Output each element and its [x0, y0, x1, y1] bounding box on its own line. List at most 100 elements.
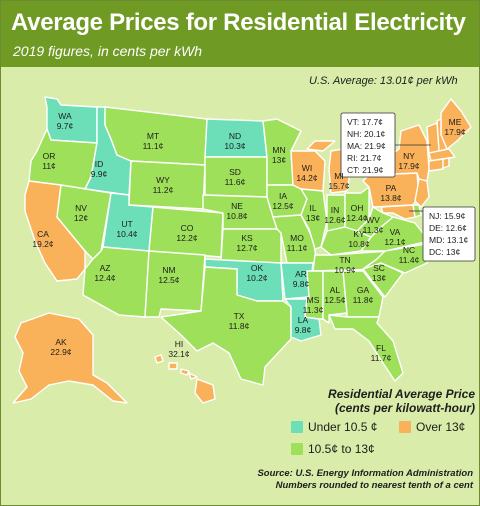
- state-abbr-nd: ND: [229, 131, 241, 141]
- state-abbr-wv: WV: [366, 215, 380, 225]
- state-abbr-nc: NC: [403, 245, 415, 255]
- state-price-il: 13¢: [306, 213, 320, 223]
- state-abbr-co: CO: [181, 223, 194, 233]
- state-price-tx: 11.8¢: [229, 321, 250, 331]
- legend-title-line1: Residential Average Price: [328, 387, 475, 401]
- state-abbr-in: IN: [331, 205, 340, 215]
- legend-mid: 10.5¢ to 13¢: [291, 442, 375, 456]
- state-price-wa: 9.7¢: [57, 121, 74, 131]
- state-price-tn: 10.9¢: [334, 265, 356, 275]
- state-abbr-nm: NM: [162, 265, 175, 275]
- state-price-sd: 11.6¢: [225, 177, 246, 187]
- state-abbr-ok: OK: [251, 263, 264, 273]
- state-abbr-la: LA: [298, 315, 309, 325]
- state-price-ga: 11.8¢: [353, 295, 374, 305]
- state-abbr-mo: MO: [290, 233, 304, 243]
- state-price-ak: 22.9¢: [50, 347, 72, 357]
- state-abbr-va: VA: [390, 227, 401, 237]
- state-vt: [426, 122, 440, 154]
- legend-title: Residential Average Price (cents per kil…: [317, 387, 475, 415]
- state-abbr-ar: AR: [295, 269, 307, 279]
- state-price-nv: 12¢: [74, 213, 88, 223]
- state-price-wv: 11.3¢: [363, 225, 384, 235]
- state-price-or: 11¢: [42, 161, 56, 171]
- state-abbr-or: OR: [43, 151, 56, 161]
- state-price-ms: 11.3¢: [303, 305, 324, 315]
- state-abbr-ks: KS: [241, 233, 253, 243]
- callout-ct: CT: 21.9¢: [347, 165, 384, 175]
- state-abbr-oh: OH: [351, 203, 364, 213]
- state-price-pa: 13.8¢: [380, 193, 402, 203]
- state-price-fl: 11.7¢: [371, 353, 392, 363]
- callout-nj: NJ: 15.9¢: [429, 211, 466, 221]
- state-abbr-tn: TN: [339, 255, 350, 265]
- state-price-nm: 12.5¢: [158, 275, 180, 285]
- state-price-ks: 12.7¢: [236, 243, 258, 253]
- callout-mid-atlantic: NJ: 15.9¢ DE: 12.6¢ MD: 13.1¢ DC: 13¢: [422, 206, 476, 262]
- source-line: Source: U.S. Energy Information Administ…: [257, 468, 473, 479]
- legend-over-label: Over 13¢: [416, 420, 466, 434]
- state-tx: [160, 266, 292, 386]
- state-ct: [428, 158, 444, 172]
- state-price-va: 12.1¢: [384, 237, 406, 247]
- state-abbr-wa: WA: [58, 111, 72, 121]
- state-abbr-wy: WY: [156, 175, 170, 185]
- callout-dc: DC: 13¢: [429, 247, 460, 257]
- state-price-mi: 15.7¢: [328, 181, 350, 191]
- state-ks: [220, 228, 282, 264]
- state-price-sc: 13¢: [372, 273, 386, 283]
- state-price-az: 12.4¢: [94, 273, 116, 283]
- state-abbr-hi: HI: [175, 339, 184, 349]
- state-abbr-mt: MT: [147, 131, 159, 141]
- state-abbr-fl: FL: [376, 343, 386, 353]
- state-abbr-ky: KY: [353, 229, 365, 239]
- state-nj: [414, 178, 430, 208]
- source-note: Source: U.S. Energy Information Administ…: [241, 468, 473, 492]
- state-price-al: 12.5¢: [324, 295, 346, 305]
- legend-title-line2: (cents per kilowatt-hour): [334, 401, 475, 415]
- state-wv: [356, 206, 394, 238]
- state-abbr-il: IL: [309, 203, 316, 213]
- state-shapes: [12, 96, 472, 404]
- callout-de: DE: 12.6¢: [429, 223, 467, 233]
- state-abbr-id: ID: [95, 159, 104, 169]
- state-abbr-wi: WI: [302, 163, 312, 173]
- state-abbr-ne: NE: [231, 201, 243, 211]
- state-price-la: 9.8¢: [295, 325, 312, 335]
- us-average: U.S. Average: 13.01¢ per kWh: [309, 75, 458, 87]
- state-abbr-ca: CA: [37, 229, 49, 239]
- state-price-ny: 17.9¢: [398, 161, 420, 171]
- callout-ma: MA: 21.9¢: [347, 141, 386, 151]
- header-banner: Average Prices for Residential Electrici…: [1, 1, 479, 67]
- state-abbr-ut: UT: [121, 219, 132, 229]
- legend-under: Under 10.5 ¢: [291, 420, 377, 434]
- state-price-ia: 12.5¢: [272, 201, 294, 211]
- rounding-note: Numbers rounded to nearest tenth of a ce…: [275, 480, 473, 491]
- state-price-id: 9.9¢: [91, 169, 108, 179]
- state-fl: [328, 314, 404, 382]
- callout-vt: VT: 17.7¢: [347, 117, 383, 127]
- state-abbr-ny: NY: [403, 151, 415, 161]
- state-labels: WA9.7¢OR11¢CA19.2¢ID9.9¢NV12¢UT10.4¢AZ12…: [32, 111, 466, 363]
- state-abbr-ak: AK: [55, 337, 67, 347]
- legend-mid-swatch: [291, 443, 303, 455]
- state-price-ne: 10.8¢: [226, 211, 248, 221]
- state-price-ar: 9.8¢: [293, 279, 310, 289]
- state-price-mn: 13¢: [272, 155, 286, 165]
- state-price-co: 12.2¢: [176, 233, 198, 243]
- page-title: Average Prices for Residential Electrici…: [11, 9, 466, 36]
- state-md: [380, 204, 416, 220]
- state-price-ok: 10.2¢: [246, 273, 268, 283]
- state-price-wy: 11.2¢: [153, 185, 174, 195]
- legend-under-swatch: [291, 421, 303, 433]
- state-abbr-ms: MS: [307, 295, 320, 305]
- state-price-ut: 10.4¢: [116, 229, 138, 239]
- callout-ri: RI: 21.7¢: [347, 153, 382, 163]
- state-price-hi: 32.1¢: [168, 349, 190, 359]
- state-price-nc: 11.4¢: [399, 255, 420, 265]
- state-price-in: 12.6¢: [324, 215, 346, 225]
- state-il: [300, 188, 328, 250]
- state-ak: [12, 312, 128, 404]
- state-hi: [154, 354, 216, 404]
- legend-under-label: Under 10.5 ¢: [308, 420, 378, 434]
